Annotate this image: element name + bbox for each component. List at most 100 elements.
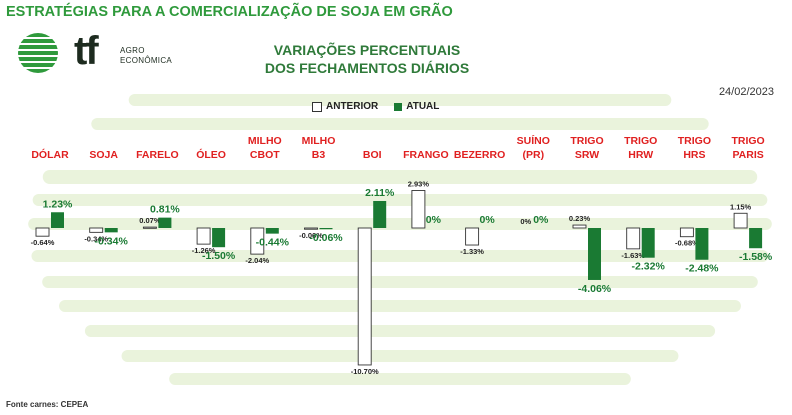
category-label: MILHO (248, 135, 282, 147)
bar-anterior (733, 212, 748, 229)
data-label-anterior: -1.33% (460, 247, 484, 256)
background-stripe (31, 250, 769, 262)
bar-anterior (250, 227, 265, 255)
background-stripe (42, 276, 758, 288)
category-label: BEZERRO (454, 149, 505, 161)
data-label-atual: 0% (533, 214, 549, 226)
chart-title-line-2: DOS FECHAMENTOS DIÁRIOS (264, 60, 470, 76)
category-label: SUÍNO (517, 134, 550, 147)
bar-atual (373, 200, 387, 228)
legend-label-atual: ATUAL (406, 101, 440, 112)
data-label-anterior: 0.07% (139, 216, 161, 225)
data-label-anterior: 0.23% (569, 214, 591, 223)
bar-anterior (304, 227, 318, 230)
background-stripe (32, 194, 768, 206)
bar-atual (158, 217, 172, 228)
bar-anterior (572, 224, 587, 229)
bar-anterior (89, 227, 104, 233)
source-note: Fonte carnes: CEPEA (6, 400, 89, 409)
category-label: BOI (363, 149, 382, 161)
category-label: TRIGO (678, 135, 711, 147)
bar-atual (749, 228, 763, 249)
logo-line-1: AGRO (120, 46, 145, 55)
page-title: ESTRATÉGIAS PARA A COMERCIALIZAÇÃO DE SO… (6, 4, 453, 20)
data-label-anterior: -0.34% (84, 234, 108, 243)
category-label: B3 (312, 149, 326, 161)
data-label-atual: 2.11% (365, 187, 395, 199)
category-label: PARIS (732, 149, 763, 161)
data-label-atual: -0.34% (95, 235, 129, 247)
category-label: TRIGO (624, 135, 657, 147)
legend: ANTERIOR ATUAL (312, 101, 439, 112)
category-label: SOJA (89, 149, 118, 161)
background-stripe (91, 118, 709, 130)
data-label-anterior: 1.15% (730, 202, 752, 211)
data-label-atual: -0.44% (256, 237, 290, 249)
category-label: SRW (575, 149, 599, 161)
bar-anterior (357, 227, 372, 366)
data-label-anterior: -0.06% (299, 231, 323, 240)
bar-atual (641, 228, 655, 258)
data-label-anterior: -0.64% (31, 238, 55, 247)
category-label: TRIGO (731, 135, 764, 147)
bar-anterior (679, 227, 694, 238)
category-label: DÓLAR (31, 148, 69, 161)
logo-subtitle: AGRO ECONÔMICA (120, 46, 172, 66)
data-label-anterior: 0% (520, 217, 531, 226)
background-stripe (121, 350, 679, 362)
background-stripe (169, 373, 631, 385)
bar-atual (265, 228, 279, 234)
category-label: TRIGO (570, 135, 603, 147)
bar-anterior (411, 190, 426, 229)
logo-mark: tf (74, 29, 99, 73)
bar-anterior (35, 227, 50, 237)
category-label: HRS (683, 149, 705, 161)
data-label-atual: 0.81% (150, 204, 180, 216)
bar-anterior (142, 226, 157, 229)
background-stripe (59, 300, 741, 312)
chart-title-line-1: VARIAÇÕES PERCENTUAIS (273, 42, 461, 58)
data-label-atual: 1.23% (43, 198, 73, 210)
data-label-atual: -0.06% (309, 232, 343, 244)
background-stripe (128, 94, 672, 106)
data-label-atual: 0% (426, 214, 442, 226)
category-label: ÓLEO (196, 148, 226, 161)
bar-anterior (626, 227, 641, 250)
logo-line-2: ECONÔMICA (120, 56, 173, 65)
category-label: CBOT (250, 149, 280, 161)
legend-swatch-anterior (312, 101, 322, 112)
bar-atual (588, 228, 601, 280)
category-label: FARELO (136, 149, 179, 161)
data-label-atual: -2.32% (632, 261, 666, 273)
data-label-atual: -1.58% (739, 251, 773, 263)
data-label-atual: 0% (480, 214, 496, 226)
bar-atual (212, 228, 226, 248)
chart-date: 24/02/2023 (718, 86, 774, 98)
chart-title: VARIAÇÕES PERCENTUAIS DOS FECHAMENTOS DI… (232, 41, 502, 77)
logo: tf AGRO ECONÔMICA (10, 28, 180, 80)
data-label-anterior: -10.70% (351, 367, 379, 376)
bar-anterior (196, 227, 211, 245)
category-label: MILHO (302, 135, 336, 147)
legend-swatch-atual (394, 102, 403, 111)
bar-atual (319, 228, 333, 230)
bar-atual (104, 228, 118, 233)
background-stripe (84, 325, 716, 337)
data-label-atual: -2.48% (685, 263, 719, 275)
data-label-anterior: -0.68% (675, 239, 699, 248)
logo-sphere-icon (18, 33, 58, 73)
data-label-anterior: -2.04% (245, 256, 269, 265)
bar-atual (51, 212, 64, 228)
bar-anterior (465, 227, 480, 246)
bar-atual (695, 228, 709, 260)
data-label-anterior: -1.26% (192, 246, 216, 255)
category-label: (PR) (523, 149, 545, 161)
legend-label-anterior: ANTERIOR (326, 101, 379, 112)
data-label-anterior: 2.93% (408, 179, 430, 188)
background-stripe (42, 170, 758, 184)
data-label-atual: -1.50% (202, 250, 236, 262)
data-label-atual: -4.06% (578, 283, 612, 295)
category-label: HRW (628, 149, 653, 161)
